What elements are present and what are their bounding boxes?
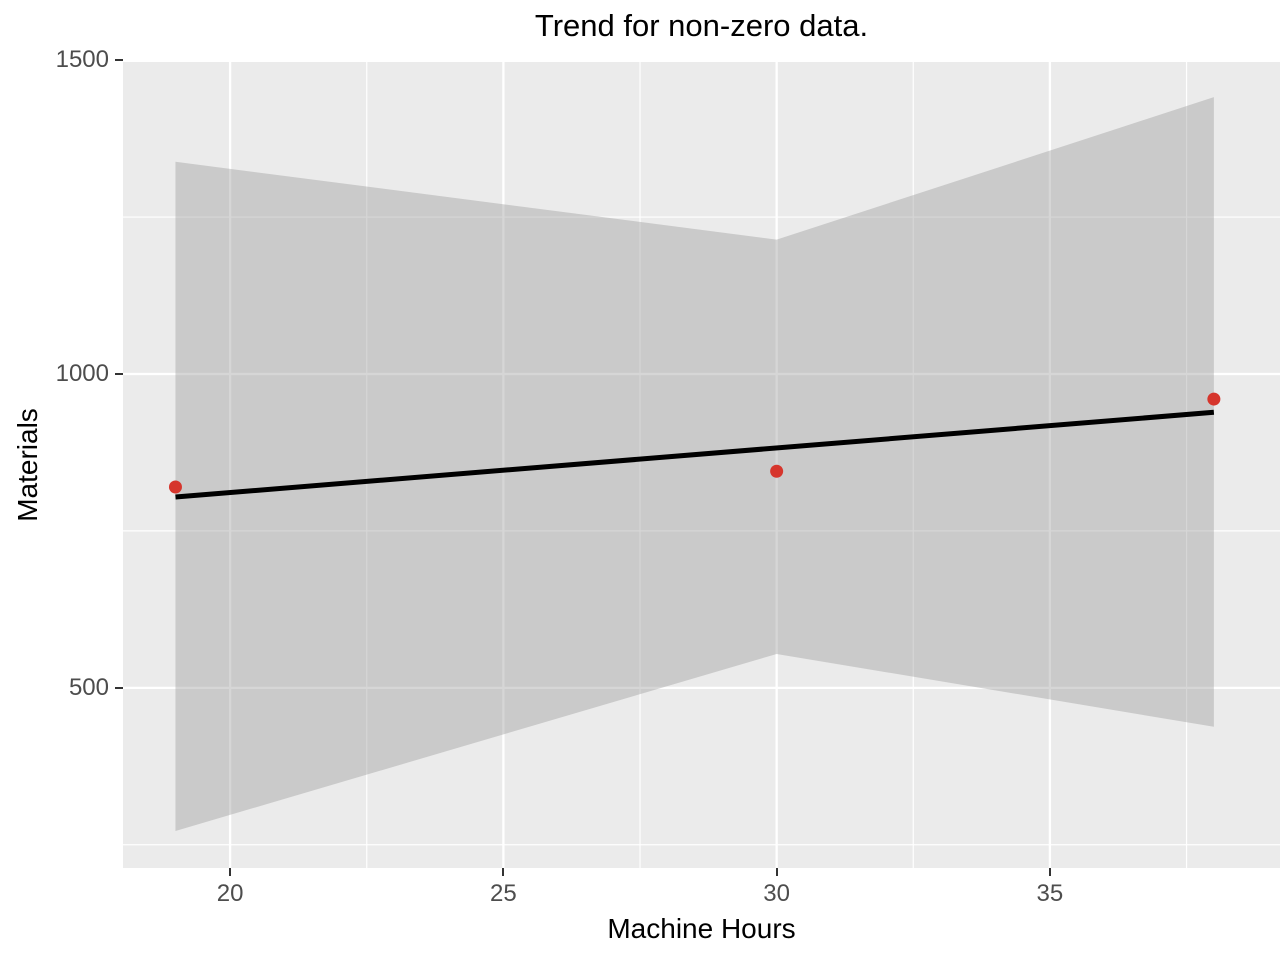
x-tick-label: 35 [1036, 880, 1064, 907]
data-point [168, 480, 182, 494]
x-tick-mark [1048, 868, 1051, 876]
x-tick-mark [502, 868, 505, 876]
y-axis-title: Materials [12, 408, 43, 522]
y-tick-label: 1000 [55, 359, 109, 387]
x-tick-label: 30 [763, 880, 790, 907]
y-tick-mark [115, 686, 123, 689]
y-tick-label: 1500 [55, 46, 109, 74]
data-point [770, 464, 784, 478]
trend-line [175, 409, 1215, 500]
data-point [1207, 392, 1221, 406]
plot-canvas [123, 62, 1280, 868]
y-tick-mark [115, 372, 123, 375]
confidence-band [175, 97, 1214, 831]
x-axis-title: Machine Hours [607, 913, 796, 944]
y-tick-label: 500 [68, 673, 109, 701]
chart-title: Trend for non-zero data. [534, 8, 869, 43]
x-tick-label: 25 [490, 880, 517, 907]
plot-panel [123, 62, 1280, 868]
x-tick-mark [229, 868, 232, 876]
y-tick-mark [115, 59, 123, 62]
x-tick-label: 20 [216, 880, 244, 907]
x-tick-mark [775, 868, 778, 876]
